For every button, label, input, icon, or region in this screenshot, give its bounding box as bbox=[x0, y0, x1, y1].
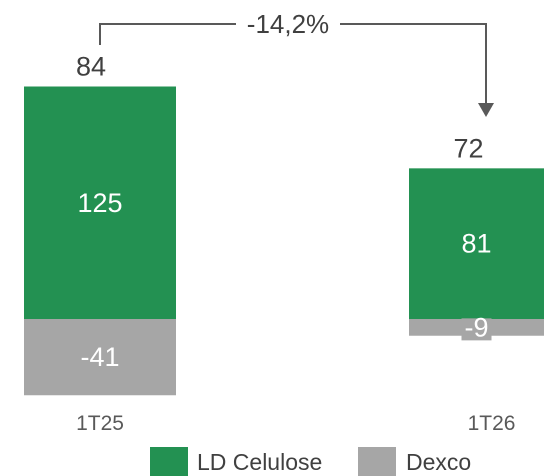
legend-label: LD Celulose bbox=[197, 449, 322, 475]
category-label: 1T26 bbox=[468, 412, 516, 435]
legend-swatch bbox=[150, 447, 188, 476]
total-label: 84 bbox=[76, 52, 106, 82]
bar-ld-celulose-1t26 bbox=[409, 168, 544, 319]
legend-swatch bbox=[358, 447, 396, 476]
total-label: 72 bbox=[454, 133, 484, 163]
change-annotation: -14,2% bbox=[247, 9, 329, 39]
value-label: -41 bbox=[80, 342, 119, 372]
bar-dexco-1t25 bbox=[24, 319, 176, 396]
category-label: 1T25 bbox=[76, 412, 124, 435]
change-connector-right bbox=[340, 23, 487, 105]
value-label: -9 bbox=[464, 312, 488, 342]
change-connector-left bbox=[99, 23, 236, 45]
legend-label: Dexco bbox=[406, 449, 471, 475]
value-label: 81 bbox=[461, 229, 491, 259]
value-label: 125 bbox=[77, 188, 122, 218]
change-arrow-head bbox=[478, 103, 494, 117]
value-label-background bbox=[461, 318, 492, 341]
bar-ld-celulose-1t25 bbox=[24, 86, 176, 319]
